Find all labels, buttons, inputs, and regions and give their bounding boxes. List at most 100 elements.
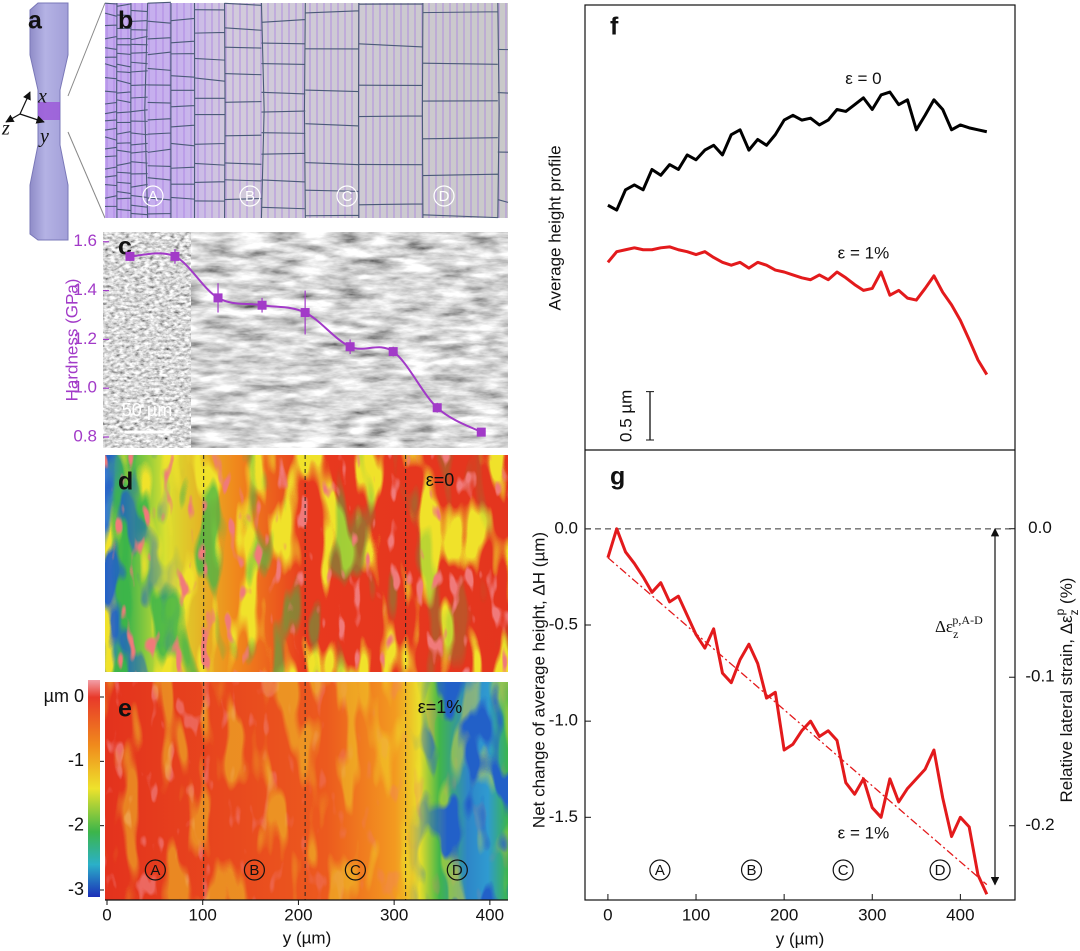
- colorbar-tick-label: -1: [68, 750, 84, 770]
- y2-axis-label-part: (%): [1057, 578, 1076, 609]
- x-tick-label: 100: [682, 905, 710, 924]
- data-point: [345, 342, 355, 352]
- region-label: B: [249, 862, 259, 879]
- data-point: [213, 293, 223, 303]
- data-point: [125, 251, 135, 261]
- panel-label: a: [28, 7, 43, 35]
- region-label: C: [342, 188, 353, 205]
- region-label: C: [838, 862, 849, 879]
- x-tick-label: 300: [858, 905, 886, 924]
- axis-name: z: [1, 118, 10, 140]
- data-point: [257, 300, 267, 310]
- region-label: B: [245, 188, 255, 205]
- y-tick-label: 1.0: [73, 378, 97, 397]
- region-circle: [446, 859, 468, 881]
- height-map-e: [105, 682, 508, 900]
- grain-boundary: [170, 2, 196, 219]
- map-label: ε=1%: [418, 697, 463, 717]
- grain-boundary: [422, 2, 500, 219]
- region-label: D: [452, 862, 463, 879]
- y2-tick-label: -0.2: [1025, 815, 1054, 834]
- y2-axis-label-part: z: [1067, 609, 1080, 615]
- grain-boundary: [116, 2, 132, 219]
- region-circle: [344, 859, 366, 881]
- colorbar: [88, 680, 100, 897]
- y2-axis-label-part: p: [1053, 608, 1067, 615]
- grain-boundary: [358, 2, 424, 219]
- y-axis-label: Net change of average height, ΔH (µm): [529, 532, 548, 828]
- map-label: ε=0: [426, 470, 455, 490]
- x-tick-label: 200: [284, 905, 312, 924]
- line-series: [607, 90, 988, 212]
- data-point: [476, 427, 486, 437]
- line-series: [606, 245, 989, 376]
- line-series: [607, 557, 988, 886]
- region-circle: [433, 185, 455, 207]
- colorbar-tick-label: -3: [68, 879, 84, 899]
- y-tick-label: 1.4: [73, 280, 97, 299]
- grain-boundary: [104, 2, 118, 219]
- axis-name: y: [38, 126, 49, 148]
- panel-label: d: [118, 468, 133, 496]
- specimen: [5, 2, 106, 241]
- x-tick-label: 0: [603, 905, 612, 924]
- region-label: D: [439, 188, 450, 205]
- panel-label: f: [610, 13, 619, 41]
- y2-axis-label-part: Relative lateral strain, Δε: [1057, 615, 1076, 803]
- x-tick-label: 100: [189, 905, 217, 924]
- data-point: [432, 403, 442, 413]
- x-tick-label: 400: [476, 905, 504, 924]
- region-label: A: [655, 862, 665, 879]
- grain-boundary: [261, 2, 306, 219]
- line-series: [606, 527, 989, 895]
- x-axis-label: y (µm): [283, 928, 332, 947]
- y-tick-label: -1.5: [549, 807, 578, 826]
- region-label: A: [148, 188, 158, 205]
- x-tick-label: 400: [946, 905, 974, 924]
- y2-tick-label: 0.0: [1028, 518, 1052, 537]
- y-tick-label: 1.2: [73, 329, 97, 348]
- y-tick-label: 1.6: [73, 231, 97, 250]
- grain-boundary: [497, 48, 509, 203]
- y-axis-label: Average height profile: [545, 145, 564, 310]
- region-circle: [243, 859, 265, 881]
- y-tick-label: -0.5: [549, 614, 578, 633]
- region-label: A: [150, 862, 160, 879]
- height-map-d: [105, 455, 508, 672]
- x-tick-label: 200: [770, 905, 798, 924]
- region-circle: [239, 185, 261, 207]
- colorbar-tick-label: µm 0: [44, 686, 84, 706]
- region-circle: [649, 859, 671, 881]
- region-label: C: [350, 862, 361, 879]
- data-point: [388, 347, 398, 357]
- series-label: ε = 0: [845, 69, 881, 88]
- panel-label: b: [118, 7, 133, 35]
- scale-bar-label: 0.5 µm: [616, 390, 635, 442]
- y-tick-label: 0.0: [554, 518, 578, 537]
- region-circle: [832, 859, 854, 881]
- grain-boundary: [305, 2, 360, 219]
- y2-axis-label: Relative lateral strain, Δεzp (%): [1053, 578, 1080, 803]
- grain-boundary: [224, 2, 265, 219]
- y-axis-label: Hardness (GPa): [62, 279, 81, 402]
- grain-boundary: [194, 2, 226, 219]
- data-point: [170, 251, 180, 261]
- grain-boundary: [147, 1, 172, 219]
- x-axis-label: y (µm): [776, 929, 825, 948]
- scale-bar-label: 50 µm: [122, 400, 172, 420]
- y2-tick-label: -0.1: [1025, 667, 1054, 686]
- y-tick-label: 0.8: [73, 427, 97, 446]
- region-circle: [142, 185, 164, 207]
- panel-label: g: [610, 463, 625, 491]
- annotation-part: Δε: [935, 617, 953, 636]
- annotation: Δεzp,A-D: [935, 613, 983, 641]
- annotation-part: p,A-D: [952, 613, 983, 627]
- series-label: ε = 1%: [838, 243, 890, 262]
- region-circle: [144, 859, 166, 881]
- plot-frame: [584, 4, 1016, 901]
- grain-boundary: [130, 2, 149, 219]
- x-tick-label: 300: [380, 905, 408, 924]
- region-circle: [929, 859, 951, 881]
- colorbar-tick-label: -2: [68, 814, 84, 834]
